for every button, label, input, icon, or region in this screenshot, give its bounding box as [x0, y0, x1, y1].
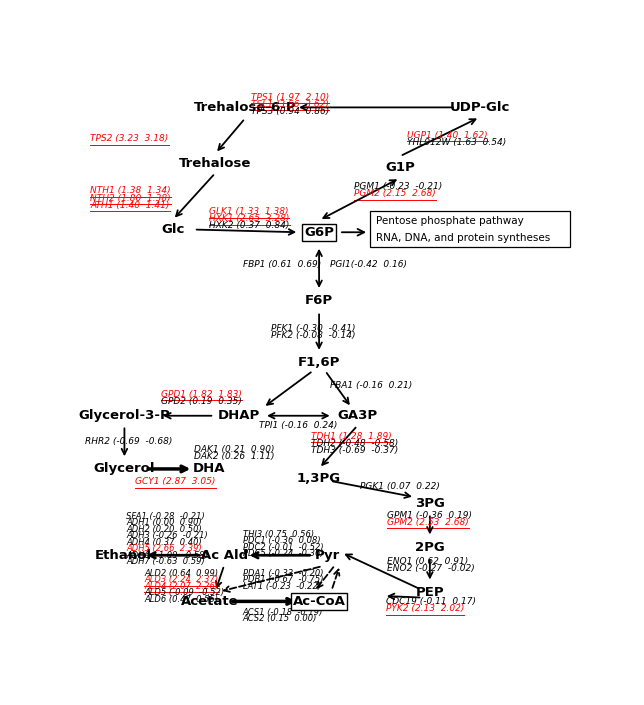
Text: RHR2 (-0.69  -0.68): RHR2 (-0.69 -0.68)	[86, 437, 173, 446]
Text: TSL1 (3.56  3.62): TSL1 (3.56 3.62)	[251, 99, 329, 109]
Text: GPM2 (2.53  2.68): GPM2 (2.53 2.68)	[388, 517, 469, 527]
Text: DAK2 (0.26  1.11): DAK2 (0.26 1.11)	[194, 452, 275, 461]
Text: ATH1 (1.40  1.41): ATH1 (1.40 1.41)	[90, 201, 170, 209]
Text: F1,6P: F1,6P	[298, 356, 340, 369]
Text: PDC1 (-0.36  0.08): PDC1 (-0.36 0.08)	[243, 536, 320, 545]
Text: PGM2 (2.15  2.68): PGM2 (2.15 2.68)	[354, 189, 436, 198]
Text: GLK1 (1.33  1.38): GLK1 (1.33 1.38)	[209, 207, 289, 216]
Text: ADH4 (0.37  0.40): ADH4 (0.37 0.40)	[126, 538, 202, 546]
Text: GPD2 (0.19  0.35): GPD2 (0.19 0.35)	[162, 397, 242, 405]
Text: G1P: G1P	[385, 161, 415, 173]
Text: TPS2 (3.23  3.18): TPS2 (3.23 3.18)	[90, 135, 169, 143]
Text: Ac Ald: Ac Ald	[201, 548, 248, 562]
Text: PFK2 (-0.08  -0.14): PFK2 (-0.08 -0.14)	[271, 331, 355, 341]
Text: Glycerol-3-P: Glycerol-3-P	[79, 409, 170, 422]
Text: YHL012W (1.63  0.54): YHL012W (1.63 0.54)	[408, 137, 507, 147]
Text: NTH1 (1.38  1.34): NTH1 (1.38 1.34)	[90, 187, 171, 195]
Text: GCY1 (2.87  3.05): GCY1 (2.87 3.05)	[135, 477, 216, 486]
Text: PDC2 (-0.01  -0.52): PDC2 (-0.01 -0.52)	[243, 543, 323, 551]
Text: ADH2 (0.20  0.50): ADH2 (0.20 0.50)	[126, 525, 202, 534]
Text: Trehalose: Trehalose	[179, 157, 251, 170]
Text: UGP1 (1.40  1.62): UGP1 (1.40 1.62)	[408, 130, 488, 140]
Text: TPI1 (-0.16  0.24): TPI1 (-0.16 0.24)	[259, 421, 337, 430]
Text: TPS3 (0.94  0.86): TPS3 (0.94 0.86)	[251, 106, 330, 116]
Text: ALD2 (0.64  0.99): ALD2 (0.64 0.99)	[144, 569, 218, 577]
Text: ACS1 (-0.18  -0.19): ACS1 (-0.18 -0.19)	[243, 608, 323, 617]
Text: ALD6 (0.47  0.55): ALD6 (0.47 0.55)	[144, 595, 218, 603]
Text: SFA1 (-0.28  -0.21): SFA1 (-0.28 -0.21)	[126, 512, 205, 521]
Text: F6P: F6P	[305, 294, 333, 307]
Text: THI3 (0.75  0.56): THI3 (0.75 0.56)	[243, 529, 314, 539]
Text: ADH5 (2.66  2.39): ADH5 (2.66 2.39)	[126, 544, 202, 553]
Text: 1,3PG: 1,3PG	[297, 472, 341, 484]
Text: ACS2 (0.15  0.00): ACS2 (0.15 0.00)	[243, 614, 317, 623]
Text: PYK2 (2.13  2.02): PYK2 (2.13 2.02)	[386, 604, 464, 613]
Text: Pentose phosphate pathway: Pentose phosphate pathway	[376, 216, 524, 226]
Text: TDH1 (1.28  1.89): TDH1 (1.28 1.89)	[311, 432, 392, 441]
Text: PDA1 (-0.33  -0.20): PDA1 (-0.33 -0.20)	[243, 569, 323, 577]
Text: ADH1 (0.00  0.90): ADH1 (0.00 0.90)	[126, 518, 202, 527]
Text: RNA, DNA, and protein syntheses: RNA, DNA, and protein syntheses	[376, 233, 550, 243]
Text: UDP-Glc: UDP-Glc	[450, 101, 510, 114]
Text: Glycerol: Glycerol	[93, 462, 155, 475]
Text: PGM1 (-0.23  -0.21): PGM1 (-0.23 -0.21)	[354, 182, 442, 191]
Text: PEP: PEP	[415, 586, 444, 599]
Text: TDH2 (-0.48  -0.58): TDH2 (-0.48 -0.58)	[311, 439, 399, 448]
Text: DAK1 (0.21  0.90): DAK1 (0.21 0.90)	[194, 445, 275, 454]
Text: PGK1 (0.07  0.22): PGK1 (0.07 0.22)	[360, 482, 440, 491]
Text: FBP1 (0.61  0.69): FBP1 (0.61 0.69)	[243, 260, 321, 269]
Text: ALD5 (-0.09  -0.52): ALD5 (-0.09 -0.52)	[144, 588, 225, 597]
Text: ALD4 (2.07  2.26): ALD4 (2.07 2.26)	[144, 582, 218, 591]
Text: GPM1 (-0.36  0.19): GPM1 (-0.36 0.19)	[388, 510, 473, 520]
Text: NTH2 (1.80  1.38): NTH2 (1.80 1.38)	[90, 194, 171, 202]
Text: DHAP: DHAP	[218, 409, 260, 422]
Text: GPD1 (1.82  1.83): GPD1 (1.82 1.83)	[162, 390, 242, 398]
Text: Ethanol: Ethanol	[95, 548, 151, 562]
Text: TPS1 (1.97  2.10): TPS1 (1.97 2.10)	[251, 92, 330, 102]
Text: HXK2 (0.37  0.84): HXK2 (0.37 0.84)	[209, 221, 290, 231]
Text: PFK1 (-0.30  -0.41): PFK1 (-0.30 -0.41)	[271, 324, 355, 333]
Text: GA3P: GA3P	[337, 409, 377, 422]
Text: G6P: G6P	[304, 226, 334, 239]
Text: FBA1 (-0.16  0.21): FBA1 (-0.16 0.21)	[330, 381, 412, 391]
Text: Ac-CoA: Ac-CoA	[292, 595, 346, 608]
Text: ENO2 (-0.27  -0.02): ENO2 (-0.27 -0.02)	[388, 564, 475, 572]
Text: DHA: DHA	[193, 462, 225, 475]
Text: ADH3 (-0.26  -0.21): ADH3 (-0.26 -0.21)	[126, 531, 208, 540]
Text: PGI1(-0.42  0.16): PGI1(-0.42 0.16)	[330, 260, 407, 269]
Text: PDB1 (-0.67  -0.75): PDB1 (-0.67 -0.75)	[243, 575, 323, 584]
Text: 3PG: 3PG	[415, 497, 445, 510]
Text: ADH6 (-1.09  -0.58): ADH6 (-1.09 -0.58)	[126, 551, 208, 560]
Text: ADH7 (-0.63  0.59): ADH7 (-0.63 0.59)	[126, 557, 205, 566]
Text: TDH3 (-0.69  -0.37): TDH3 (-0.69 -0.37)	[311, 446, 399, 455]
Text: Pyr: Pyr	[315, 548, 340, 562]
Text: Trehalose-6-P: Trehalose-6-P	[194, 101, 296, 114]
Text: ENO1 (0.62  0.91): ENO1 (0.62 0.91)	[388, 557, 469, 565]
Text: PDC5 (-0.24  -0.36): PDC5 (-0.24 -0.36)	[243, 549, 323, 558]
Text: Glc: Glc	[161, 223, 185, 236]
Text: LAT1 (-0.23  -0.22): LAT1 (-0.23 -0.22)	[243, 582, 321, 591]
Text: HXK1 (2.65  3.28): HXK1 (2.65 3.28)	[209, 214, 290, 223]
Text: ALD3 (2.24  2.37): ALD3 (2.24 2.37)	[144, 575, 218, 584]
Text: Acetate: Acetate	[180, 595, 238, 608]
Text: 2PG: 2PG	[415, 541, 445, 553]
Text: CDC19 (-0.11  0.17): CDC19 (-0.11 0.17)	[386, 597, 476, 606]
Bar	[370, 211, 570, 247]
